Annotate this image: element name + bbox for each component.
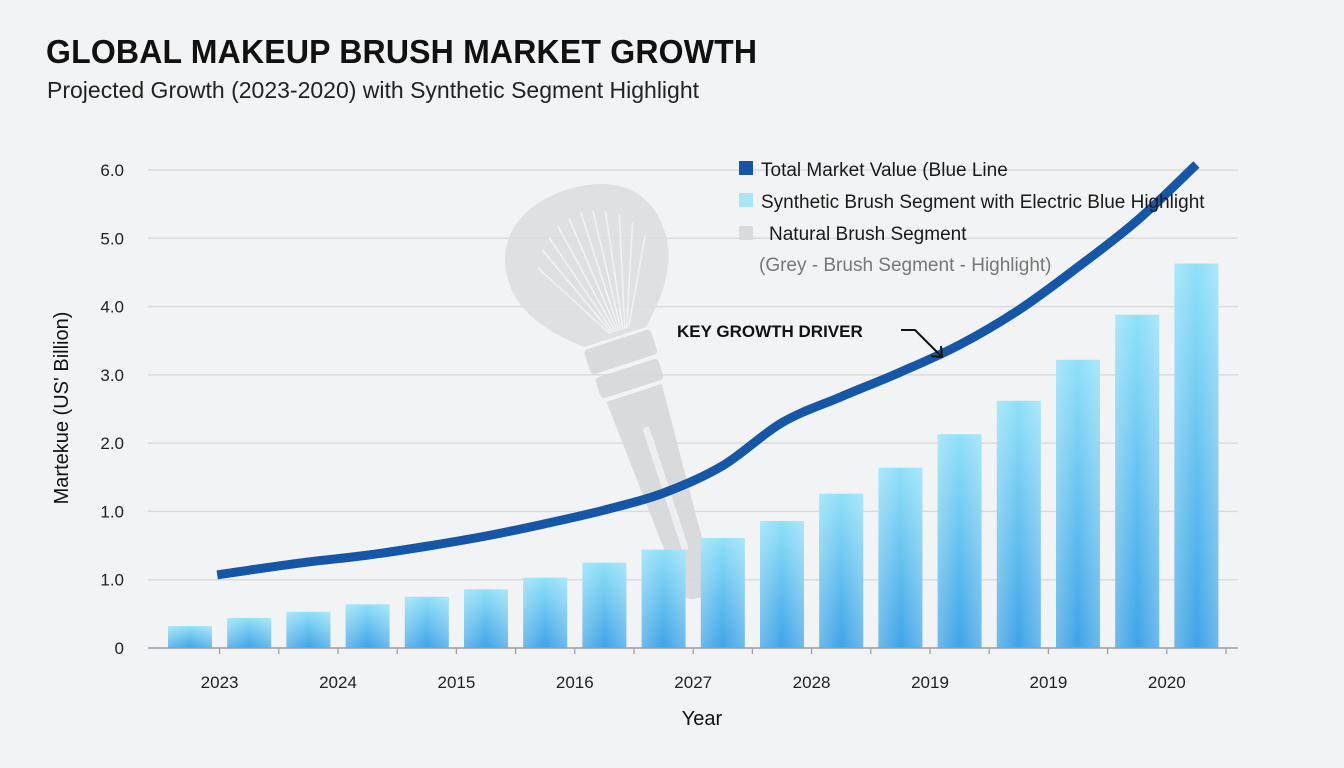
legend-swatch-synthetic [739,193,753,207]
bar-sheen [168,626,212,648]
bar-sheen [1056,359,1100,648]
x-tick-label: 2016 [556,673,594,692]
x-tick-label: 2015 [437,673,475,692]
y-tick-label: 1.0 [100,571,124,590]
bar-sheen [641,549,686,648]
chart-title: GLOBAL MAKEUP BRUSH MARKET GROWTH [46,33,758,70]
annotation-label: KEY GROWTH DRIVER [677,322,863,341]
bar-sheen [700,538,745,648]
x-axis-title: Year [682,708,723,730]
chart-subtitle: Projected Growth (2023-2020) with Synthe… [47,77,700,103]
bar-series-synthetic [168,263,1219,648]
x-tick-label: 2024 [319,673,357,692]
bar-sheen [286,611,331,648]
x-tick-label: 2028 [793,673,831,692]
y-tick-label: 6.0 [100,161,124,180]
bar-sheen [878,467,923,648]
bar-sheen [464,589,508,648]
bar-sheen [1115,314,1160,648]
legend: Total Market Value (Blue Line Synthetic … [739,160,1205,276]
legend-label-synthetic: Synthetic Brush Segment with Electric Bl… [761,192,1205,213]
x-axis [148,647,1238,654]
x-tick-label: 2027 [674,673,712,692]
y-tick-label: 0 [115,639,124,658]
bar-sheen [523,577,568,648]
bar-sheen [345,604,390,648]
bar-sheen [760,520,804,648]
y-tick-label: 3.0 [100,366,124,385]
bar-sheen [819,493,864,648]
y-axis-ticks: 0 1.0 1.0 2.0 3.0 4.0 5.0 6.0 [100,161,124,658]
x-tick-label: 2020 [1148,673,1186,692]
total-market-line [216,161,1200,580]
x-tick-label: 2023 [201,673,239,692]
key-growth-annotation: KEY GROWTH DRIVER [677,322,944,359]
line-series-total-market [216,161,1200,580]
bar-sheen [937,434,982,648]
y-tick-label: 1.0 [100,502,124,521]
bar-sheen [582,562,627,648]
legend-note: (Grey - Brush Segment - Highlight) [759,255,1052,276]
legend-swatch-total-market [739,161,753,175]
y-tick-label: 4.0 [100,298,124,317]
y-tick-label: 2.0 [100,434,124,453]
bar-sheen [404,596,449,648]
legend-swatch-natural [739,226,753,240]
y-tick-label: 5.0 [100,229,124,248]
x-axis-ticks: 2023 2024 2015 2016 2027 2028 2019 2019 2020 [201,673,1186,692]
arrow-down-right-icon [901,329,944,359]
x-tick-label: 2019 [1029,673,1067,692]
bar-sheen [1174,263,1219,648]
bar-sheen [227,617,272,648]
legend-label-total-market: Total Market Value (Blue Line [761,160,1008,181]
x-tick-label: 2019 [911,673,949,692]
bar-sheen [996,400,1041,648]
y-axis-title: Martekue (US' Billion) [51,312,73,505]
legend-label-natural: Natural Brush Segment [769,224,967,245]
